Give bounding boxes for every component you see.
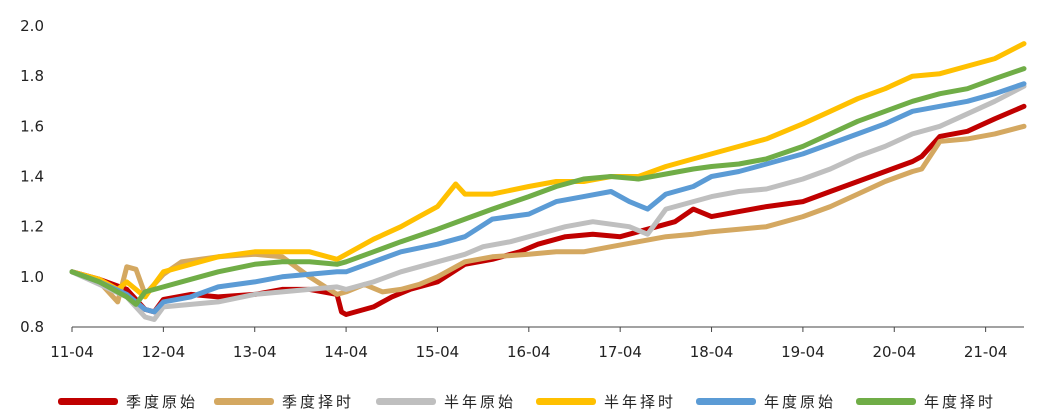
x-tick-label: 19-04	[781, 343, 825, 361]
y-tick-label: 1.0	[20, 268, 44, 286]
series-line	[69, 83, 1027, 322]
y-tick-label: 2.0	[20, 17, 44, 35]
x-tick-label: 13-04	[233, 343, 277, 361]
legend-label: 年度原始	[764, 392, 837, 411]
legend-swatch	[856, 397, 916, 405]
y-axis-ticks: 0.8 1.0 1.2 1.4 1.6 1.8 2.0	[20, 17, 44, 336]
y-tick-label: 1.8	[20, 67, 44, 85]
legend-label: 季度择时	[282, 392, 355, 411]
x-tick-label: 14-04	[324, 343, 368, 361]
x-tick-label: 17-04	[598, 343, 642, 361]
x-axis-ticks: 11-04 12-04 13-04 14-04 15-04 16-04 17-04 18-04…	[50, 327, 1007, 361]
x-tick-label: 18-04	[690, 343, 734, 361]
series-line	[69, 103, 1027, 317]
series-line	[69, 81, 1027, 315]
x-tick-label: 11-04	[50, 343, 94, 361]
legend-swatch	[214, 397, 274, 405]
y-tick-label: 1.4	[20, 168, 44, 186]
legend-swatch	[58, 397, 118, 405]
series-line	[69, 66, 1027, 307]
series-line	[69, 123, 1027, 305]
x-tick-label: 21-04	[964, 343, 1008, 361]
legend-item: 半年原始	[376, 386, 516, 416]
legend-label: 半年择时	[604, 392, 677, 411]
series-line	[69, 41, 1027, 300]
legend: 季度原始 季度择时 半年原始 半年择时 年度原始 年度择时	[0, 386, 1038, 416]
x-tick-label: 15-04	[416, 343, 460, 361]
legend-item: 季度择时	[214, 386, 354, 416]
legend-swatch	[696, 397, 756, 405]
legend-label: 季度原始	[126, 392, 199, 411]
y-tick-label: 1.6	[20, 117, 44, 135]
legend-item: 季度原始	[58, 386, 198, 416]
legend-item: 年度择时	[856, 386, 996, 416]
y-tick-label: 1.2	[20, 218, 44, 236]
line-chart: 11-04 12-04 13-04 14-04 15-04 16-04 17-04 18-04…	[20, 17, 1027, 361]
legend-label: 半年原始	[444, 392, 517, 411]
x-tick-label: 20-04	[872, 343, 916, 361]
legend-item: 年度原始	[696, 386, 836, 416]
x-tick-label: 16-04	[507, 343, 551, 361]
series-lines	[69, 41, 1027, 322]
y-tick-label: 0.8	[20, 318, 44, 336]
legend-item: 半年择时	[536, 386, 676, 416]
x-tick-label: 12-04	[142, 343, 186, 361]
legend-swatch	[536, 397, 596, 405]
legend-label: 年度择时	[924, 392, 997, 411]
legend-swatch	[376, 397, 436, 405]
